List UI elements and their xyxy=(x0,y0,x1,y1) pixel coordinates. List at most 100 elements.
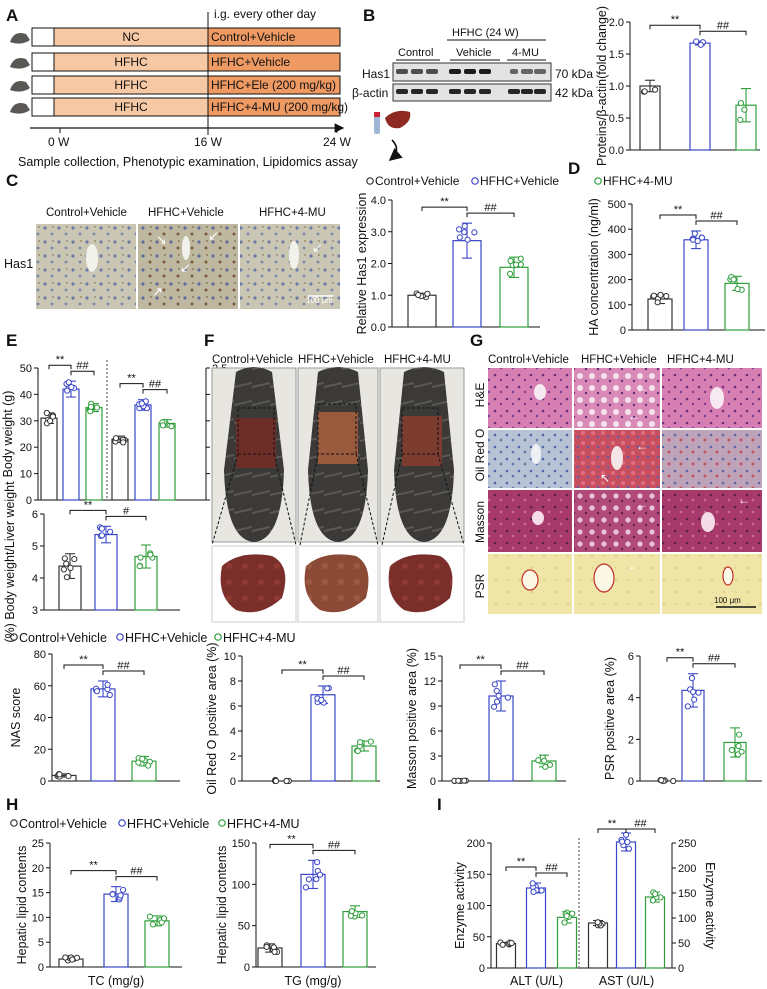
legend-c: Control+Vehicle HFHC+Vehicle HFHC+4-MU xyxy=(366,174,673,188)
panel-label-a: A xyxy=(6,6,18,25)
y-axis-label: Masson positive area (%) xyxy=(405,648,419,789)
legend-g-control-marker xyxy=(10,633,18,641)
y-tick-label: 10 xyxy=(224,651,236,663)
legend-g-hfhc-text: HFHC+Vehicle xyxy=(125,631,207,645)
chart-e-ratio: 3 4 5 6 (%) Body weight/Liver weight ** # xyxy=(3,481,180,643)
data-point xyxy=(641,88,648,95)
sample-collection-text: Sample collection, Phenotypic examinatio… xyxy=(18,155,359,169)
panel-label-b: B xyxy=(363,6,375,25)
design-right-cell xyxy=(207,27,341,47)
data-point xyxy=(98,532,106,539)
sig-label: ## xyxy=(130,866,143,878)
data-point xyxy=(63,574,71,581)
data-point xyxy=(734,285,741,293)
y-tick-label: 60 xyxy=(34,681,46,693)
y-tick-label: 300 xyxy=(608,249,626,261)
timeline-label-24: 24 W xyxy=(323,135,352,149)
ihc-arrow-icon: ↙ xyxy=(312,240,323,255)
actin-band xyxy=(426,89,438,94)
data-point xyxy=(569,910,576,917)
data-point xyxy=(67,564,74,572)
sig-bracket xyxy=(625,828,656,833)
histo-arrow-icon: ← xyxy=(738,493,750,507)
data-point xyxy=(47,417,54,424)
histo-masson-control xyxy=(488,490,572,552)
data-point xyxy=(529,880,536,887)
data-point xyxy=(135,759,142,766)
histo-row-he: H&E xyxy=(473,383,487,408)
data-point xyxy=(305,876,312,883)
sig-bracket xyxy=(659,214,697,219)
bar xyxy=(85,407,103,501)
data-point xyxy=(49,413,57,420)
design-right-cell xyxy=(207,97,341,117)
actin-band xyxy=(508,89,520,94)
data-point xyxy=(104,681,111,689)
histo-title-control: Control+Vehicle xyxy=(488,354,569,366)
y-axis-label: Relative Has1 expression xyxy=(355,193,369,335)
panel-label-g: G xyxy=(470,331,483,350)
sig-label: ## xyxy=(76,360,89,372)
data-point xyxy=(160,915,168,922)
actin-band xyxy=(479,89,491,94)
data-point xyxy=(112,435,120,442)
sig-bracket xyxy=(102,670,145,675)
panel-f-photos: Control+Vehicle HFHC+Vehicle HFHC+4-MU xyxy=(211,354,465,623)
photo-title-mu: HFHC+4-MU xyxy=(384,354,451,366)
sig-label: ** xyxy=(517,856,526,868)
y-tick-label: 10 xyxy=(20,469,32,481)
data-point xyxy=(654,299,661,306)
data-point xyxy=(657,291,664,299)
data-point xyxy=(698,234,706,241)
data-point xyxy=(117,892,124,899)
sig-label: ** xyxy=(674,204,683,216)
sig-bracket xyxy=(500,670,545,675)
y-tick-label-right: 0 xyxy=(678,963,684,975)
legend-control-text: Control+Vehicle xyxy=(375,174,460,188)
data-point xyxy=(693,38,700,45)
data-point xyxy=(87,403,95,410)
data-point xyxy=(415,291,422,299)
data-point xyxy=(663,293,670,300)
bar xyxy=(103,893,129,968)
y-tick-label: 5 xyxy=(38,937,44,949)
sig-label: ** xyxy=(84,499,93,511)
y-axis-label: Hepatic lipid contents xyxy=(215,846,229,965)
liver-icon xyxy=(385,110,411,129)
design-blank-cell xyxy=(31,27,55,47)
y-tick-label-right: 100 xyxy=(678,913,696,925)
legend-g-mu-text: HFHC+4-MU xyxy=(223,631,296,645)
data-point xyxy=(71,556,78,563)
sig-label: ** xyxy=(127,373,136,385)
sig-label: ** xyxy=(671,14,680,26)
bar xyxy=(144,920,170,968)
y-tick-label: 40 xyxy=(34,713,46,725)
sig-bracket xyxy=(699,30,747,36)
y-tick-label: 50 xyxy=(238,921,250,933)
histo-psr-vessel xyxy=(593,563,615,593)
panel-g-histology: Control+Vehicle HFHC+Vehicle HFHC+4-MU H… xyxy=(473,354,762,614)
y-tick-label: 3 xyxy=(32,605,38,617)
y-tick-label: 100 xyxy=(467,901,485,913)
data-point xyxy=(314,859,321,866)
histo-vessel xyxy=(701,512,715,532)
data-point xyxy=(507,270,514,277)
design-blank-cell xyxy=(31,97,55,117)
data-point xyxy=(728,747,736,754)
y-tick-label: 2 xyxy=(628,734,634,746)
blot-size-has1: 70 kDa xyxy=(555,67,593,81)
data-point xyxy=(283,777,290,785)
y-tick-label: 2 xyxy=(230,751,236,763)
y-tick-label: 2.0 xyxy=(609,17,624,29)
data-point xyxy=(65,773,72,780)
actin-band xyxy=(449,89,461,94)
dosing-label: i.g. every other day xyxy=(214,7,316,21)
sig-label: # xyxy=(123,505,130,517)
y-tick-label: 0.0 xyxy=(371,322,386,334)
y-axis-label: Body weight (g) xyxy=(1,391,15,478)
liver-lobe-hfhc xyxy=(304,554,369,613)
blot-bands xyxy=(396,69,546,94)
histo-row-psr: PSR xyxy=(473,573,487,598)
